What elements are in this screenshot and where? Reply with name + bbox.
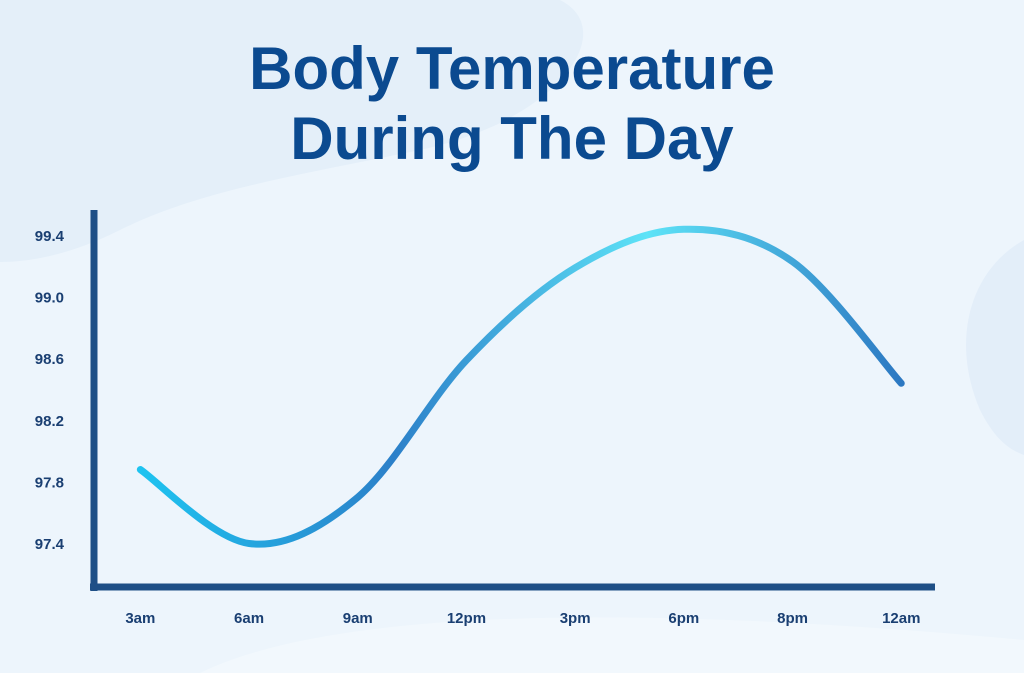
x-tick-label: 12pm: [447, 610, 486, 627]
background-blob: [966, 240, 1024, 455]
x-tick-label: 12am: [882, 610, 920, 627]
background-blob: [200, 617, 1024, 673]
x-tick-label: 6pm: [668, 610, 699, 627]
y-tick-label: 98.6: [35, 351, 64, 368]
chart-title: Body Temperature During The Day: [249, 35, 775, 172]
y-tick-label: 97.4: [35, 536, 65, 553]
temperature-line: [136, 225, 905, 548]
x-tick-label: 9am: [343, 610, 373, 627]
y-tick-label: 98.2: [35, 413, 64, 430]
x-tick-label: 6am: [234, 610, 264, 627]
y-tick-label: 99.0: [35, 290, 64, 307]
y-tick-label: 97.8: [35, 474, 64, 491]
y-tick-label: 99.4: [35, 228, 65, 245]
x-tick-label: 3am: [125, 610, 155, 627]
background-blob: [0, 0, 584, 262]
x-tick-label: 3pm: [560, 610, 591, 627]
x-tick-label: 8pm: [777, 610, 808, 627]
